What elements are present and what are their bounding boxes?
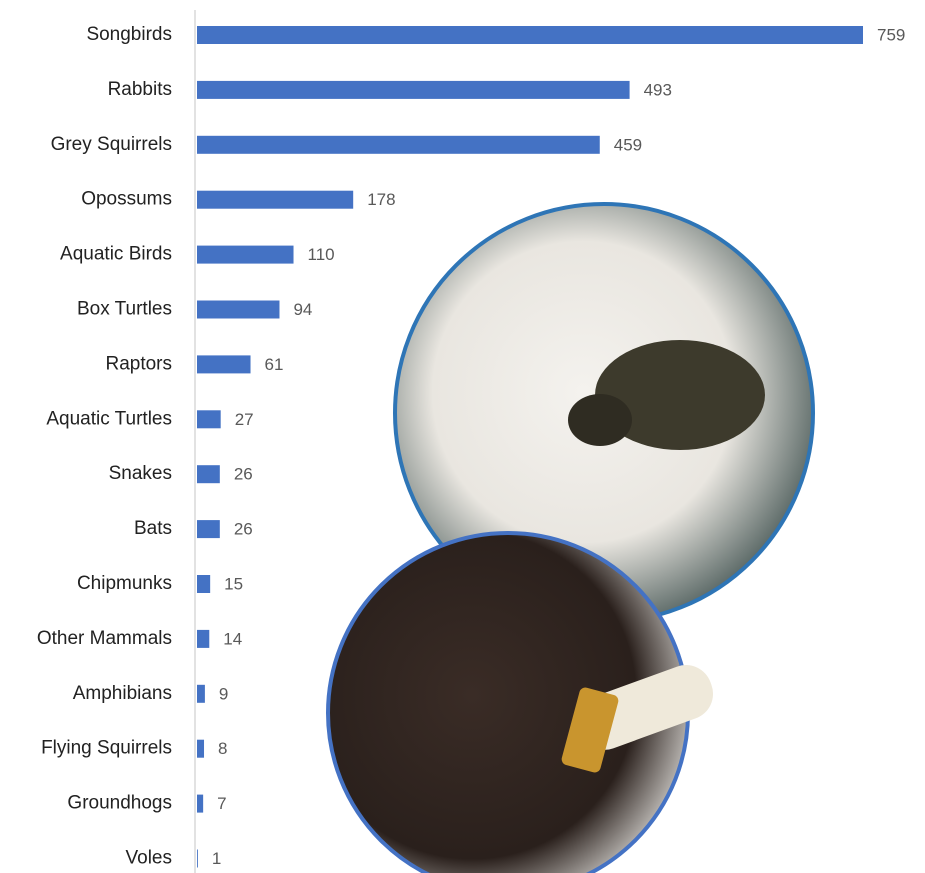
value-label: 7 xyxy=(217,794,226,813)
bar xyxy=(197,520,220,539)
category-label: Aquatic Birds xyxy=(60,244,172,265)
photo-turtle xyxy=(393,202,815,624)
value-label: 759 xyxy=(877,25,905,44)
value-label: 61 xyxy=(265,355,284,374)
bar xyxy=(197,80,630,99)
bar xyxy=(197,684,205,703)
bar xyxy=(197,190,354,209)
category-label: Songbirds xyxy=(86,24,172,45)
bar xyxy=(197,794,204,813)
category-label: Opossums xyxy=(81,189,172,210)
value-label: 178 xyxy=(367,190,395,209)
category-label: Rabbits xyxy=(108,79,172,100)
value-label: 94 xyxy=(293,300,312,319)
bar xyxy=(197,355,251,374)
value-label: 26 xyxy=(234,465,253,484)
value-label: 493 xyxy=(644,80,672,99)
value-label: 14 xyxy=(223,629,242,648)
category-label: Bats xyxy=(134,518,172,539)
bar xyxy=(197,300,280,319)
category-label: Box Turtles xyxy=(77,299,172,320)
bar xyxy=(197,575,211,593)
category-label: Other Mammals xyxy=(37,628,172,649)
value-label: 459 xyxy=(614,135,642,154)
value-label: 15 xyxy=(224,574,243,593)
category-label: Flying Squirrels xyxy=(41,738,172,759)
bar xyxy=(197,465,220,484)
value-label: 1 xyxy=(212,849,221,868)
value-label: 110 xyxy=(308,245,335,264)
category-label: Groundhogs xyxy=(67,793,172,814)
value-label: 9 xyxy=(219,684,228,703)
photo-squirrel xyxy=(326,531,714,873)
value-label: 26 xyxy=(234,520,253,539)
category-label: Snakes xyxy=(109,463,172,484)
bar xyxy=(197,629,210,648)
bar xyxy=(197,410,221,429)
value-label: 8 xyxy=(218,739,227,758)
category-label: Chipmunks xyxy=(77,573,172,594)
category-label: Raptors xyxy=(105,353,172,374)
category-label: Voles xyxy=(126,848,172,869)
category-label: Aquatic Turtles xyxy=(46,408,172,429)
bar xyxy=(197,26,863,44)
bar xyxy=(197,739,205,758)
bar xyxy=(197,135,600,154)
bar xyxy=(197,849,198,868)
bar xyxy=(197,245,294,264)
value-label: 27 xyxy=(235,410,254,429)
category-label: Amphibians xyxy=(73,683,172,704)
category-label: Grey Squirrels xyxy=(51,134,172,155)
